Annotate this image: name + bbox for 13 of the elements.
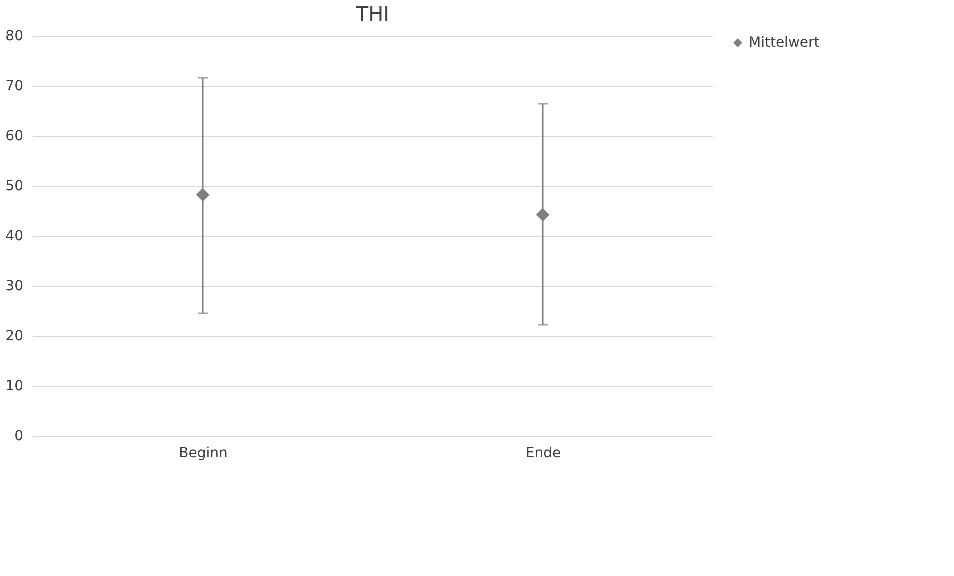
y-tick-label: 50: [6, 178, 24, 194]
y-tick-label: 10: [6, 378, 24, 394]
y-tick-label: 0: [14, 428, 24, 444]
y-tick-label: 30: [6, 278, 24, 294]
y-tick-label: 60: [6, 128, 24, 144]
y-tick-label: 20: [6, 328, 24, 344]
chart-title: THI: [355, 2, 390, 26]
y-tick-label: 40: [6, 228, 24, 244]
y-tick-label: 80: [6, 28, 24, 44]
y-tick-label: 70: [6, 78, 24, 94]
x-tick-label: Beginn: [179, 446, 228, 462]
legend-label: Mittelwert: [749, 35, 820, 51]
x-tick-label: Ende: [526, 446, 562, 462]
